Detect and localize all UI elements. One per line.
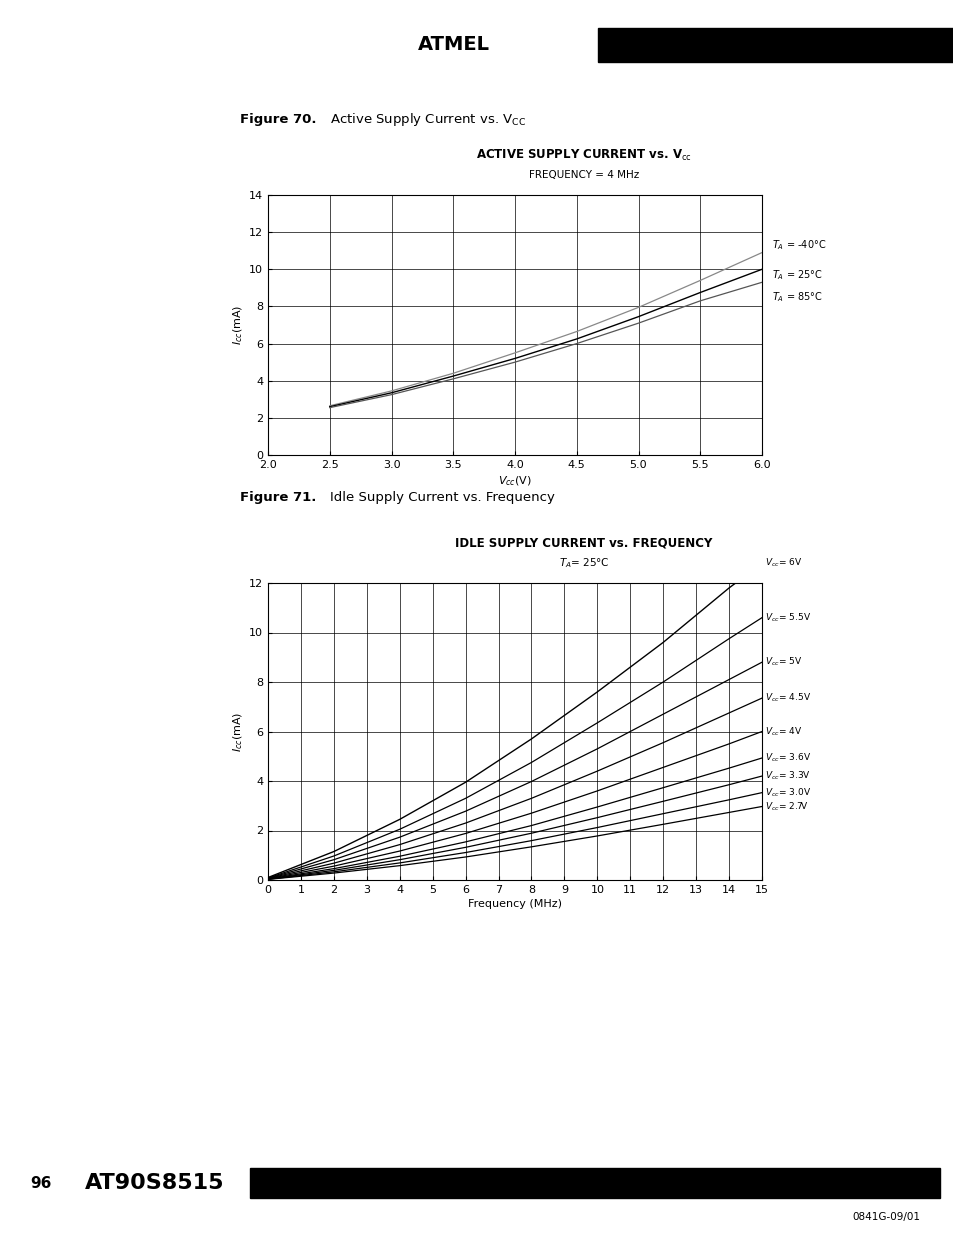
Text: $T_A$ = -40°C: $T_A$ = -40°C [771, 238, 825, 252]
Text: $V_{cc}$= 3.3V: $V_{cc}$= 3.3V [764, 769, 810, 782]
Text: Idle Supply Current vs. Frequency: Idle Supply Current vs. Frequency [330, 492, 555, 505]
Text: Figure 71.: Figure 71. [240, 492, 316, 505]
Bar [368, 7, 539, 82]
Bar [250, 1168, 939, 1198]
Text: ACTIVE SUPPLY CURRENT vs. V$_{\mathsf{cc}}$: ACTIVE SUPPLY CURRENT vs. V$_{\mathsf{cc… [476, 147, 691, 163]
Text: Active Supply Current vs. V$_{\mathsf{CC}}$: Active Supply Current vs. V$_{\mathsf{CC… [330, 111, 525, 128]
Y-axis label: $I_{cc}$(mA): $I_{cc}$(mA) [231, 711, 245, 752]
Text: $V_{cc}$= 3.6V: $V_{cc}$= 3.6V [764, 752, 811, 764]
Bar [598, 28, 953, 62]
Text: $V_{cc}$= 3.0V: $V_{cc}$= 3.0V [764, 787, 811, 799]
Text: $T_A$ = 25°C: $T_A$ = 25°C [771, 268, 821, 282]
Text: $V_{cc}$= 6V: $V_{cc}$= 6V [764, 557, 802, 569]
Text: 0841G-09/01: 0841G-09/01 [851, 1212, 919, 1221]
Text: $T_A$= 25°C: $T_A$= 25°C [558, 556, 609, 569]
Text: $T_A$ = 85°C: $T_A$ = 85°C [771, 290, 821, 304]
X-axis label: $V_{cc}$(V): $V_{cc}$(V) [497, 474, 532, 488]
Y-axis label: $I_{cc}$(mA): $I_{cc}$(mA) [231, 305, 245, 346]
Text: $V_{cc}$= 2.7V: $V_{cc}$= 2.7V [764, 800, 808, 813]
Text: AT90S8515: AT90S8515 [85, 1173, 224, 1193]
Text: IDLE SUPPLY CURRENT vs. FREQUENCY: IDLE SUPPLY CURRENT vs. FREQUENCY [455, 536, 712, 550]
Text: FREQUENCY = 4 MHz: FREQUENCY = 4 MHz [528, 170, 639, 180]
X-axis label: Frequency (MHz): Frequency (MHz) [468, 899, 561, 909]
Text: ATMEL: ATMEL [417, 36, 490, 54]
Text: Figure 70.: Figure 70. [240, 114, 316, 126]
Text: $V_{cc}$= 5V: $V_{cc}$= 5V [764, 656, 802, 668]
Text: $V_{cc}$= 5.5V: $V_{cc}$= 5.5V [764, 611, 811, 624]
Text: $V_{cc}$= 4.5V: $V_{cc}$= 4.5V [764, 692, 811, 704]
Text: 96: 96 [30, 1176, 51, 1191]
Text: $V_{cc}$= 4V: $V_{cc}$= 4V [764, 725, 802, 737]
